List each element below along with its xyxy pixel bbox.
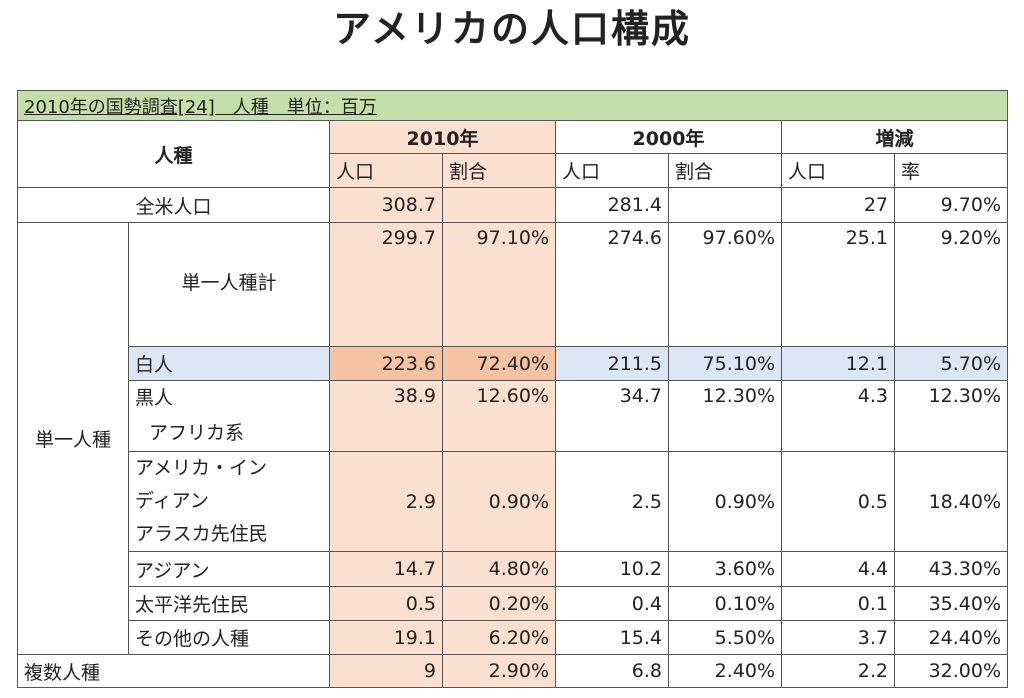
header-rate: 率 bbox=[893, 153, 1009, 188]
cell-r2000: 97.60% bbox=[668, 222, 782, 347]
cell-r2010: 97.10% bbox=[442, 222, 556, 347]
cell-p2000: 15.4 bbox=[555, 620, 669, 655]
cell-change: 2.2 bbox=[781, 654, 895, 688]
cell-r2000: 0.10% bbox=[668, 586, 782, 621]
cell-p2010: 38.9 bbox=[329, 380, 443, 452]
row-label-line3: アラスカ先住民 bbox=[135, 523, 268, 545]
row-label: 白人 bbox=[128, 346, 330, 381]
header-2010: 2010年 bbox=[329, 120, 556, 154]
cell-change: 0.1 bbox=[781, 586, 895, 621]
cell-p2000: 0.4 bbox=[555, 586, 669, 621]
table-row-asian: アジアン 14.7 4.80% 10.2 3.60% 4.4 43.30% bbox=[18, 551, 1009, 587]
population-table: 2010年の国勢調査[24] 人種 単位：百万 人種 2010年 2000年 増… bbox=[16, 90, 1009, 688]
row-label-line1: アメリカ・イン bbox=[135, 457, 268, 479]
row-label: 全米人口 bbox=[17, 187, 330, 223]
page-title: アメリカの人口構成 bbox=[332, 7, 692, 51]
cell-p2000: 34.7 bbox=[555, 380, 669, 452]
cell-rate: 5.70% bbox=[893, 346, 1009, 381]
cell-rate: 32.00% bbox=[893, 654, 1009, 688]
cell-p2000: 281.4 bbox=[555, 187, 669, 223]
table-row-white: 白人 223.6 72.40% 211.5 75.10% 12.1 5.70% bbox=[18, 346, 1009, 381]
cell-r2010: 0.90% bbox=[442, 451, 556, 552]
caption-row: 2010年の国勢調査[24] 人種 単位：百万 bbox=[16, 90, 1009, 121]
cell-change: 27 bbox=[781, 187, 895, 223]
row-label: その他の人種 bbox=[128, 620, 330, 655]
header-race: 人種 bbox=[17, 120, 330, 188]
cell-p2010: 14.7 bbox=[329, 551, 443, 587]
cell-r2010: 72.40% bbox=[442, 346, 556, 381]
table-row-multi: 複数人種 9 2.90% 6.8 2.40% 2.2 32.00% bbox=[17, 654, 1009, 688]
cell-rate: 18.40% bbox=[893, 451, 1009, 552]
row-label: アメリカ・イン ディアン アラスカ先住民 bbox=[128, 451, 330, 552]
cell-r2000: 12.30% bbox=[668, 380, 782, 452]
cell-r2000: 3.60% bbox=[668, 551, 782, 587]
cell-r2010 bbox=[442, 187, 556, 223]
cell-p2010: 0.5 bbox=[329, 586, 443, 621]
table-row-native: アメリカ・イン ディアン アラスカ先住民 2.9 0.90% 2.5 0.90%… bbox=[18, 451, 1009, 552]
cell-rate: 9.20% bbox=[893, 222, 1009, 347]
cell-r2000: 5.50% bbox=[668, 620, 782, 655]
cell-change: 25.1 bbox=[781, 222, 895, 347]
row-label: 黒人 アフリカ系 bbox=[128, 380, 330, 452]
cell-rate: 12.30% bbox=[893, 380, 1009, 452]
cell-rate: 24.40% bbox=[893, 620, 1009, 655]
cell-p2000: 2.5 bbox=[555, 451, 669, 552]
header-2000: 2000年 bbox=[555, 120, 782, 154]
cell-change: 12.1 bbox=[781, 346, 895, 381]
cell-p2000: 211.5 bbox=[555, 346, 669, 381]
single-race-group-label: 単一人種 bbox=[17, 222, 129, 655]
header-ratio-2010: 割合 bbox=[442, 153, 556, 188]
cell-change: 0.5 bbox=[781, 451, 895, 552]
cell-rate: 35.40% bbox=[893, 586, 1009, 621]
cell-change: 4.4 bbox=[781, 551, 895, 587]
cell-rate: 43.30% bbox=[893, 551, 1009, 587]
cell-p2000: 274.6 bbox=[555, 222, 669, 347]
cell-r2010: 6.20% bbox=[442, 620, 556, 655]
cell-r2010: 4.80% bbox=[442, 551, 556, 587]
header-pop-change: 人口 bbox=[781, 153, 895, 188]
header-ratio-2000: 割合 bbox=[668, 153, 782, 188]
header-row-years: 人種 2010年 2000年 増減 bbox=[17, 120, 1009, 188]
table-row-other: その他の人種 19.1 6.20% 15.4 5.50% 3.7 24.40% bbox=[18, 620, 1009, 655]
header-pop-2010: 人口 bbox=[329, 153, 443, 188]
header-row-columns: 人口 割合 人口 割合 人口 率 bbox=[18, 153, 1009, 188]
table-row-total: 全米人口 308.7 281.4 27 9.70% bbox=[17, 187, 1009, 223]
cell-r2000: 0.90% bbox=[668, 451, 782, 552]
row-label-line1: 黒人 bbox=[135, 387, 174, 409]
row-label-line2: アフリカ系 bbox=[149, 422, 245, 444]
cell-p2010: 9 bbox=[329, 654, 443, 688]
row-label: 複数人種 bbox=[17, 654, 330, 688]
table-caption: 2010年の国勢調査[24] 人種 単位：百万 bbox=[16, 90, 1009, 121]
cell-p2010: 299.7 bbox=[329, 222, 443, 347]
row-label: アジアン bbox=[128, 551, 330, 587]
cell-rate: 9.70% bbox=[893, 187, 1009, 223]
cell-r2000: 2.40% bbox=[668, 654, 782, 688]
cell-p2010: 223.6 bbox=[329, 346, 443, 381]
cell-r2010: 12.60% bbox=[442, 380, 556, 452]
cell-r2010: 2.90% bbox=[442, 654, 556, 688]
cell-p2010: 308.7 bbox=[329, 187, 443, 223]
cell-r2010: 0.20% bbox=[442, 586, 556, 621]
cell-p2010: 2.9 bbox=[329, 451, 443, 552]
cell-p2010: 19.1 bbox=[329, 620, 443, 655]
row-label: 太平洋先住民 bbox=[128, 586, 330, 621]
cell-r2000 bbox=[668, 187, 782, 223]
header-pop-2000: 人口 bbox=[555, 153, 669, 188]
table-row-black: 黒人 アフリカ系 38.9 12.60% 34.7 12.30% 4.3 12.… bbox=[18, 380, 1009, 452]
header-change: 増減 bbox=[780, 120, 1009, 154]
row-label: 単一人種計 bbox=[128, 222, 330, 347]
cell-change: 4.3 bbox=[781, 380, 895, 452]
cell-r2000: 75.10% bbox=[668, 346, 782, 381]
table-row-pacific: 太平洋先住民 0.5 0.20% 0.4 0.10% 0.1 35.40% bbox=[18, 586, 1009, 621]
cell-change: 3.7 bbox=[781, 620, 895, 655]
cell-p2000: 6.8 bbox=[555, 654, 669, 688]
row-label-line2: ディアン bbox=[135, 490, 209, 512]
table-row-single-total: 単一人種 単一人種計 299.7 97.10% 274.6 97.60% 25.… bbox=[17, 222, 1009, 655]
cell-p2000: 10.2 bbox=[555, 551, 669, 587]
